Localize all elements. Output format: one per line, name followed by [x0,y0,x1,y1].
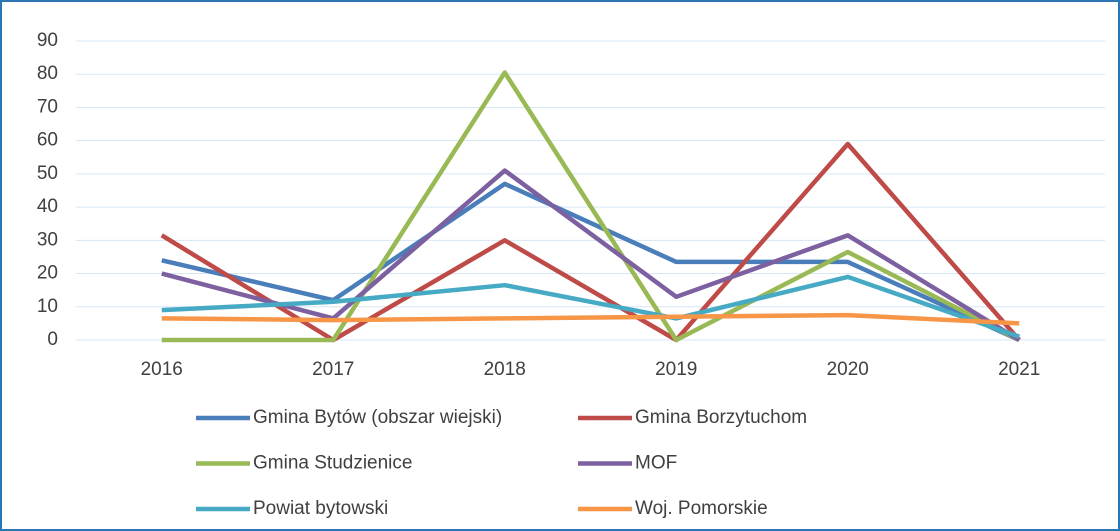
x-tick-label: 2018 [484,359,526,380]
series-line [160,141,1021,343]
x-tick-label: 2016 [141,359,183,380]
y-tick-label: 90 [37,30,58,51]
legend-label: MOF [635,453,677,474]
series-line [161,70,1021,343]
y-tick-label: 80 [37,63,58,84]
x-tick-label: 2019 [655,359,697,380]
x-tick-label: 2020 [827,359,869,380]
series-line [161,312,1020,326]
legend-label: Gmina Studzienice [253,453,412,474]
y-tick-label: 0 [47,329,58,350]
y-tick-label: 70 [37,96,58,117]
legend-label: Gmina Bytów (obszar wiejski) [253,407,502,428]
y-tick-label: 50 [37,163,58,184]
y-tick-label: 60 [37,130,58,151]
legend-label: Gmina Borzytuchom [635,407,807,428]
legend-label: Woj. Pomorskie [635,498,768,519]
x-tick-label: 2021 [998,359,1040,380]
series-line [161,168,1021,342]
y-tick-label: 10 [37,296,58,317]
legend-label: Powiat bytowski [253,498,388,519]
series-line [161,181,1021,343]
series-line [161,274,1020,339]
y-tick-label: 40 [37,196,58,217]
y-tick-label: 20 [37,263,58,284]
y-tick-label: 30 [37,229,58,250]
x-tick-label: 2017 [312,359,354,380]
